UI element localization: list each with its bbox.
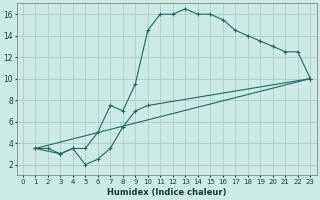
X-axis label: Humidex (Indice chaleur): Humidex (Indice chaleur) xyxy=(107,188,226,197)
